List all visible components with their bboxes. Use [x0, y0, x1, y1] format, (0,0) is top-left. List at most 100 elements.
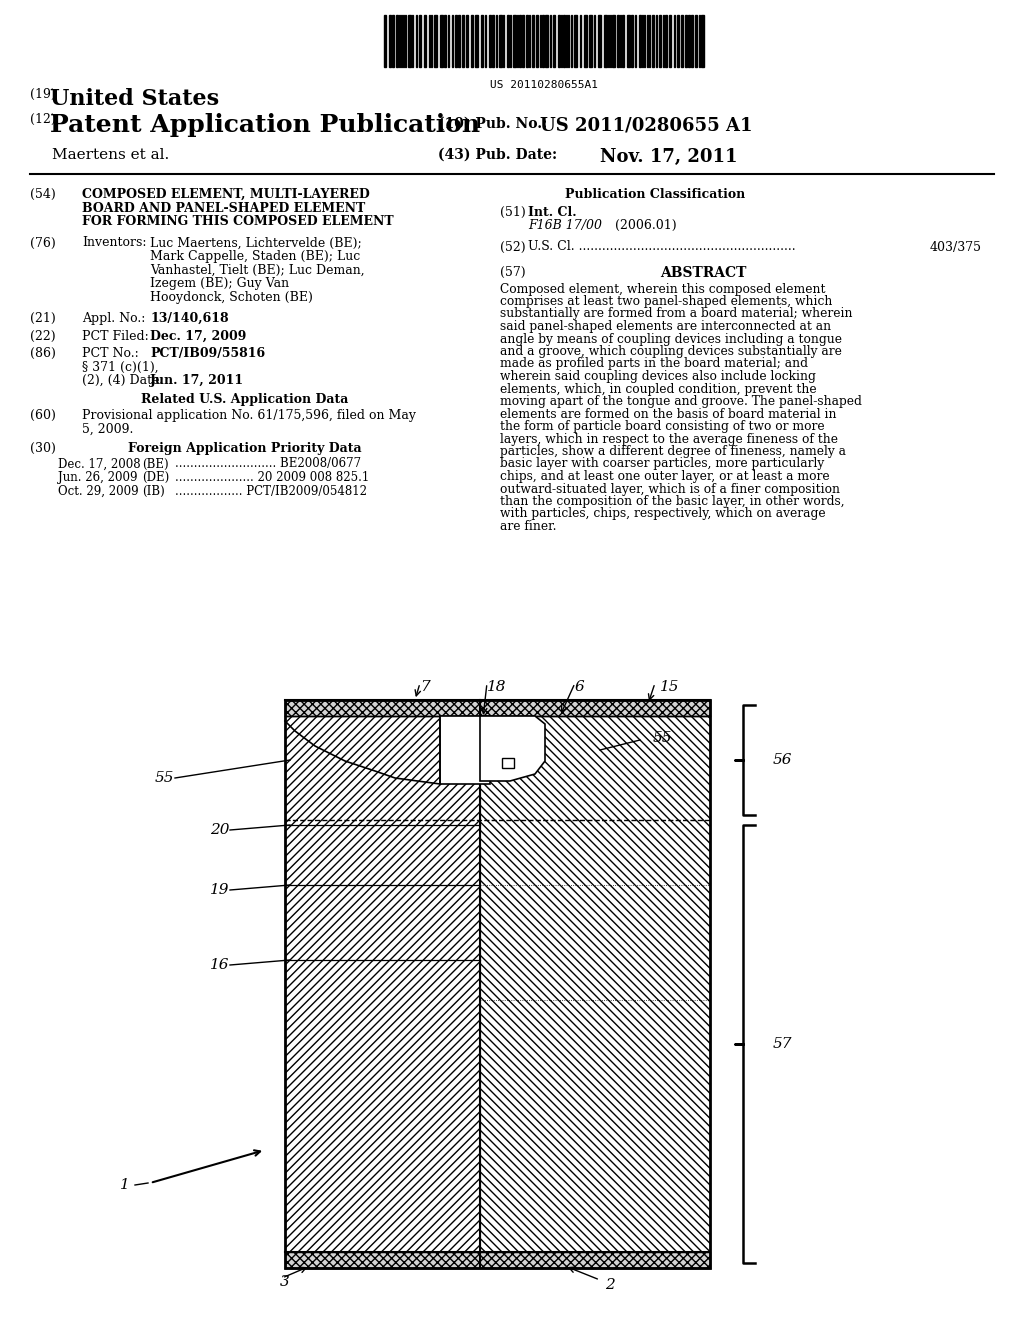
Bar	[631, 15, 633, 67]
Text: are finer.: are finer.	[500, 520, 556, 533]
Bar	[522, 15, 524, 67]
Text: (57): (57)	[500, 267, 525, 279]
Polygon shape	[480, 715, 710, 1251]
Text: 57: 57	[773, 1038, 793, 1051]
Bar	[589, 15, 592, 67]
Text: (DE): (DE)	[142, 471, 169, 484]
Text: with particles, chips, respectively, which on average: with particles, chips, respectively, whi…	[500, 507, 825, 520]
Text: (43) Pub. Date:: (43) Pub. Date:	[438, 148, 557, 162]
Text: .................. PCT/IB2009/054812: .................. PCT/IB2009/054812	[175, 484, 367, 498]
Text: ..................... 20 2009 008 825.1: ..................... 20 2009 008 825.1	[175, 471, 370, 484]
Text: Hooydonck, Schoten (BE): Hooydonck, Schoten (BE)	[150, 290, 313, 304]
Text: (54): (54)	[30, 187, 55, 201]
Bar	[462, 15, 464, 67]
Text: (86): (86)	[30, 347, 56, 360]
Text: US 2011/0280655 A1: US 2011/0280655 A1	[540, 117, 753, 135]
Bar	[677, 15, 679, 67]
Text: 2: 2	[605, 1278, 614, 1292]
Text: US 20110280655A1: US 20110280655A1	[490, 81, 598, 90]
Text: BOARD AND PANEL-SHAPED ELEMENT: BOARD AND PANEL-SHAPED ELEMENT	[82, 202, 366, 214]
Text: 7: 7	[420, 680, 430, 694]
Bar	[612, 15, 615, 67]
Text: Jun. 26, 2009: Jun. 26, 2009	[58, 471, 137, 484]
Text: 56: 56	[773, 752, 793, 767]
Text: (BE): (BE)	[142, 458, 169, 470]
Bar	[695, 15, 697, 67]
Bar	[440, 15, 443, 67]
Text: (60): (60)	[30, 409, 56, 422]
Bar	[466, 15, 468, 67]
Bar	[701, 15, 705, 67]
Text: made as profiled parts in the board material; and: made as profiled parts in the board mate…	[500, 358, 808, 371]
Bar	[652, 15, 654, 67]
Bar	[519, 15, 521, 67]
Text: Composed element, wherein this composed element: Composed element, wherein this composed …	[500, 282, 825, 296]
Text: 13/140,618: 13/140,618	[150, 312, 228, 325]
Bar	[584, 15, 587, 67]
Text: Nov. 17, 2011: Nov. 17, 2011	[600, 148, 737, 166]
Text: Foreign Application Priority Data: Foreign Application Priority Data	[128, 442, 361, 455]
Text: chips, and at least one outer layer, or at least a more: chips, and at least one outer layer, or …	[500, 470, 829, 483]
Bar	[389, 15, 391, 67]
Text: 19: 19	[210, 883, 229, 898]
Text: 403/375: 403/375	[930, 240, 982, 253]
Text: (12): (12)	[30, 114, 55, 125]
Text: 5, 2009.: 5, 2009.	[82, 422, 133, 436]
Bar	[513, 15, 516, 67]
Text: 20: 20	[210, 822, 229, 837]
Bar	[455, 15, 457, 67]
Text: Appl. No.:: Appl. No.:	[82, 312, 145, 325]
Text: (22): (22)	[30, 330, 55, 342]
Polygon shape	[285, 1251, 710, 1269]
Text: (10) Pub. No.:: (10) Pub. No.:	[438, 117, 547, 131]
Bar	[502, 758, 514, 768]
Bar	[419, 15, 421, 67]
Polygon shape	[285, 715, 480, 1251]
Text: 15: 15	[660, 680, 680, 694]
Bar	[384, 15, 386, 67]
Text: elements are formed on the basis of board material in: elements are formed on the basis of boar…	[500, 408, 837, 421]
Text: 16: 16	[210, 958, 229, 972]
Bar	[563, 15, 565, 67]
Text: Oct. 29, 2009: Oct. 29, 2009	[58, 484, 138, 498]
Text: Related U.S. Application Data: Related U.S. Application Data	[141, 393, 349, 407]
Text: said panel-shaped elements are interconnected at an: said panel-shaped elements are interconn…	[500, 319, 831, 333]
Bar	[598, 15, 601, 67]
Text: (21): (21)	[30, 312, 55, 325]
Text: Patent Application Publication: Patent Application Publication	[50, 114, 480, 137]
Polygon shape	[285, 700, 710, 715]
Bar	[532, 15, 534, 67]
Text: United States: United States	[50, 88, 219, 110]
Bar	[471, 15, 473, 67]
Bar	[553, 15, 555, 67]
Bar	[408, 15, 411, 67]
Text: and a groove, which coupling devices substantially are: and a groove, which coupling devices sub…	[500, 345, 842, 358]
Text: Luc Maertens, Lichtervelde (BE);: Luc Maertens, Lichtervelde (BE);	[150, 236, 361, 249]
Text: PCT/IB09/55816: PCT/IB09/55816	[150, 347, 265, 360]
Text: Inventors:: Inventors:	[82, 236, 146, 249]
Bar	[424, 15, 426, 67]
Bar	[458, 15, 460, 67]
Bar	[688, 15, 690, 67]
Polygon shape	[480, 715, 545, 781]
Bar	[536, 15, 538, 67]
Text: PCT No.:: PCT No.:	[82, 347, 138, 360]
Text: outward-situated layer, which is of a finer composition: outward-situated layer, which is of a fi…	[500, 483, 840, 495]
Bar	[617, 15, 618, 67]
Bar	[669, 15, 671, 67]
Text: 3: 3	[280, 1275, 290, 1290]
Text: comprises at least two panel-shaped elements, which: comprises at least two panel-shaped elem…	[500, 294, 833, 308]
Bar	[659, 15, 662, 67]
Text: Dec. 17, 2008: Dec. 17, 2008	[58, 458, 140, 470]
Bar	[492, 15, 494, 67]
Text: COMPOSED ELEMENT, MULTI-LAYERED: COMPOSED ELEMENT, MULTI-LAYERED	[82, 187, 370, 201]
Text: Maertens et al.: Maertens et al.	[52, 148, 169, 162]
Bar	[627, 15, 630, 67]
Text: Int. Cl.: Int. Cl.	[528, 206, 577, 219]
Bar	[574, 15, 577, 67]
Bar	[691, 15, 693, 67]
Text: (30): (30)	[30, 442, 56, 455]
Bar	[639, 15, 641, 67]
Text: Publication Classification: Publication Classification	[565, 187, 745, 201]
Text: 55: 55	[155, 771, 174, 785]
